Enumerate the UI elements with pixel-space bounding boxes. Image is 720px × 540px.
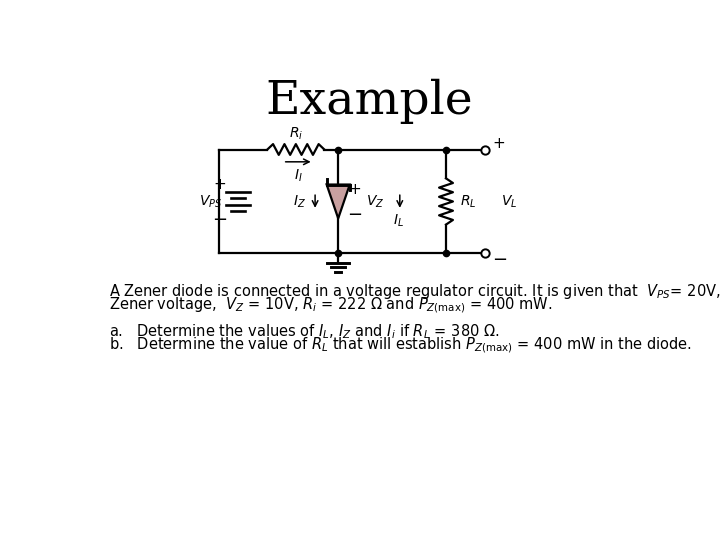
Text: $V_Z$: $V_Z$ [366, 193, 384, 210]
Text: Example: Example [265, 79, 473, 124]
Text: −: − [492, 251, 508, 268]
Text: $R_L$: $R_L$ [460, 193, 477, 210]
Text: b.   Determine the value of $R_L$ that will establish $P_{Z\mathrm{(max)}}$ = 40: b. Determine the value of $R_L$ that wil… [109, 336, 692, 355]
Text: $I_I$: $I_I$ [294, 168, 302, 184]
Text: $I_L$: $I_L$ [393, 212, 404, 228]
Text: +: + [213, 177, 226, 192]
Text: $V_L$: $V_L$ [501, 193, 518, 210]
Text: $V_{PS}$: $V_{PS}$ [199, 193, 222, 210]
Text: +: + [492, 136, 505, 151]
Text: $R_i$: $R_i$ [289, 125, 303, 142]
Text: +: + [348, 181, 361, 197]
Text: a.   Determine the values of $I_L$, $I_Z$ and $I_i$ if $R_L$ = 380 $\Omega$.: a. Determine the values of $I_L$, $I_Z$ … [109, 322, 500, 341]
Text: A Zener diode is connected in a voltage regulator circuit. It is given that  $V_: A Zener diode is connected in a voltage … [109, 282, 720, 301]
Text: −: − [348, 206, 363, 224]
Text: Zener voltage,  $V_Z$ = 10V, $R_i$ = 222 $\Omega$ and $P_{Z\mathrm{(max)}}$ = 40: Zener voltage, $V_Z$ = 10V, $R_i$ = 222 … [109, 296, 552, 315]
Text: −: − [212, 211, 228, 229]
Polygon shape [327, 185, 350, 218]
Text: $I_Z$: $I_Z$ [293, 193, 306, 210]
